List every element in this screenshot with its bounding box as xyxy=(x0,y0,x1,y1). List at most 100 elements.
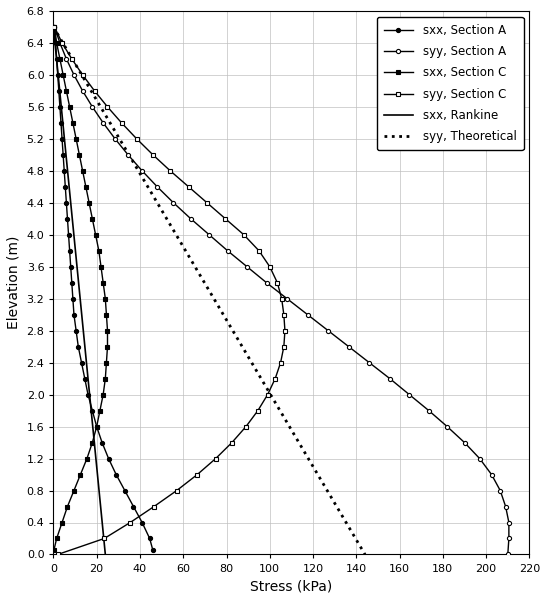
syy, Section A xyxy=(139,167,146,175)
sxx, Section A xyxy=(150,547,156,554)
sxx, Section A xyxy=(63,199,69,206)
syy, Section A xyxy=(504,551,511,558)
sxx, Section A xyxy=(121,487,128,494)
Line: syy, Section A: syy, Section A xyxy=(53,25,511,557)
sxx, Section A xyxy=(99,439,106,446)
syy, Section A xyxy=(505,519,512,526)
sxx, Section A xyxy=(69,295,76,302)
sxx, Section C xyxy=(102,295,109,302)
syy, Section C xyxy=(133,135,140,142)
sxx, Section C xyxy=(100,391,107,398)
syy, Section A xyxy=(224,247,231,254)
sxx, Section C xyxy=(50,547,57,554)
syy, Section A xyxy=(387,375,393,382)
sxx, Section A xyxy=(105,455,112,462)
syy, Section A xyxy=(71,71,77,79)
sxx, Section A xyxy=(75,343,82,350)
sxx, Section A xyxy=(55,71,61,79)
syy, Section C xyxy=(203,199,210,206)
syy, Section C xyxy=(278,295,285,302)
sxx, Section C xyxy=(63,87,69,94)
sxx, Section A xyxy=(54,55,60,62)
syy, Section C xyxy=(281,343,287,350)
sxx, Section A xyxy=(66,247,73,254)
syy, Section C xyxy=(212,455,219,462)
sxx, Section C xyxy=(104,327,111,334)
sxx, Section A xyxy=(89,407,96,414)
syy, Section C xyxy=(243,423,249,430)
sxx, Section C xyxy=(69,119,76,127)
syy, Section A xyxy=(304,311,311,318)
syy, Section C xyxy=(104,103,111,110)
syy, Section A xyxy=(263,279,270,286)
sxx, Section A xyxy=(62,183,68,190)
sxx, Section A xyxy=(82,375,88,382)
sxx, Section C xyxy=(89,215,96,223)
sxx, Section C xyxy=(66,103,73,110)
sxx, Section A xyxy=(67,263,74,271)
sxx, Section A xyxy=(68,279,75,286)
syy, Section C xyxy=(91,87,98,94)
sxx, Section A xyxy=(60,151,66,158)
sxx, Section C xyxy=(79,167,86,175)
sxx, Section C xyxy=(104,343,111,350)
syy, Section C xyxy=(241,231,247,238)
sxx, Section A xyxy=(65,231,72,238)
syy, Section C xyxy=(281,311,287,318)
syy, Section C xyxy=(59,40,65,47)
Line: sxx, Section C: sxx, Section C xyxy=(52,25,109,553)
syy, Section C xyxy=(274,279,281,286)
syy, Section A xyxy=(502,503,509,510)
syy, Section A xyxy=(325,327,331,334)
syy, Section A xyxy=(346,343,352,350)
sxx, Section A xyxy=(73,327,79,334)
syy, Section C xyxy=(266,263,273,271)
sxx, Section C xyxy=(103,311,110,318)
syy, Section C xyxy=(222,215,229,223)
Y-axis label: Elevation (m): Elevation (m) xyxy=(7,236,21,329)
syy, Section A xyxy=(56,40,63,47)
sxx, Section A xyxy=(130,503,137,510)
syy, Section C xyxy=(173,487,180,494)
sxx, Section C xyxy=(96,247,102,254)
syy, Section C xyxy=(185,183,192,190)
Line: syy, Section C: syy, Section C xyxy=(53,25,287,557)
sxx, Section A xyxy=(113,471,119,478)
syy, Section A xyxy=(100,119,107,127)
sxx, Section C xyxy=(98,263,104,271)
sxx, Section C xyxy=(73,135,79,142)
syy, Section C xyxy=(55,551,61,558)
sxx, Section A xyxy=(94,423,100,430)
syy, Section C xyxy=(255,247,262,254)
syy, Section C xyxy=(229,439,235,446)
sxx, Section C xyxy=(100,279,107,286)
syy, Section A xyxy=(51,23,58,31)
syy, Section A xyxy=(206,231,212,238)
sxx, Section A xyxy=(57,119,64,127)
sxx, Section C xyxy=(59,519,65,526)
X-axis label: Stress (kPa): Stress (kPa) xyxy=(251,579,333,593)
sxx, Section C xyxy=(76,151,83,158)
sxx, Section C xyxy=(60,71,66,79)
syy, Section A xyxy=(406,391,412,398)
sxx, Section C xyxy=(97,407,103,414)
sxx, Section C xyxy=(94,423,100,430)
syy, Section C xyxy=(264,391,271,398)
syy, Section A xyxy=(497,487,503,494)
sxx, Section A xyxy=(78,359,85,366)
sxx, Section A xyxy=(147,535,153,542)
syy, Section A xyxy=(112,135,118,142)
sxx, Section C xyxy=(77,471,84,478)
syy, Section C xyxy=(118,119,125,127)
sxx, Section A xyxy=(71,311,77,318)
syy, Section C xyxy=(254,407,261,414)
syy, Section A xyxy=(426,407,432,414)
syy, Section A xyxy=(244,263,251,271)
syy, Section C xyxy=(151,503,158,510)
sxx, Section C xyxy=(54,40,60,47)
sxx, Section C xyxy=(103,359,110,366)
sxx, Section C xyxy=(71,487,77,494)
syy, Section A xyxy=(284,295,290,302)
sxx, Section C xyxy=(86,199,92,206)
syy, Section C xyxy=(277,359,284,366)
